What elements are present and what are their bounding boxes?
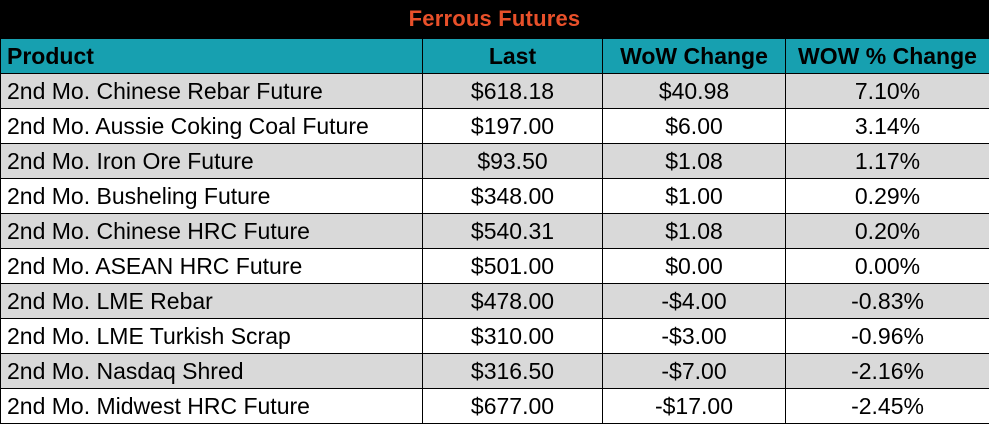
wow-pct-change-cell: 0.29%: [785, 178, 989, 214]
header-wow-pct-change: WOW % Change: [785, 38, 989, 74]
wow-pct-change-cell: 0.00%: [785, 248, 989, 284]
last-cell: $316.50: [422, 353, 603, 389]
title-bar: Ferrous Futures: [0, 0, 989, 38]
table-title: Ferrous Futures: [408, 6, 581, 31]
product-cell: 2nd Mo. Chinese Rebar Future: [0, 73, 423, 109]
header-wow-change: WoW Change: [602, 38, 786, 74]
product-cell: 2nd Mo. Midwest HRC Future: [0, 388, 423, 424]
table-row: 2nd Mo. LME Turkish Scrap $310.00 -$3.00…: [0, 318, 989, 354]
last-cell: $540.31: [422, 213, 603, 249]
last-cell: $197.00: [422, 108, 603, 144]
table-row: 2nd Mo. Chinese HRC Future $540.31 $1.08…: [0, 213, 989, 249]
table-row: 2nd Mo. Busheling Future $348.00 $1.00 0…: [0, 178, 989, 214]
last-cell: $348.00: [422, 178, 603, 214]
last-cell: $478.00: [422, 283, 603, 319]
wow-pct-change-cell: 0.20%: [785, 213, 989, 249]
last-cell: $310.00: [422, 318, 603, 354]
last-cell: $677.00: [422, 388, 603, 424]
table-row: 2nd Mo. Aussie Coking Coal Future $197.0…: [0, 108, 989, 144]
last-cell: $618.18: [422, 73, 603, 109]
header-last: Last: [422, 38, 603, 74]
product-cell: 2nd Mo. ASEAN HRC Future: [0, 248, 423, 284]
table-row: 2nd Mo. LME Rebar $478.00 -$4.00 -0.83%: [0, 283, 989, 319]
wow-pct-change-cell: -0.83%: [785, 283, 989, 319]
product-cell: 2nd Mo. LME Turkish Scrap: [0, 318, 423, 354]
product-cell: 2nd Mo. Nasdaq Shred: [0, 353, 423, 389]
product-cell: 2nd Mo. Iron Ore Future: [0, 143, 423, 179]
table-row: 2nd Mo. Midwest HRC Future $677.00 -$17.…: [0, 388, 989, 424]
wow-pct-change-cell: 3.14%: [785, 108, 989, 144]
wow-change-cell: $0.00: [602, 248, 786, 284]
wow-change-cell: -$3.00: [602, 318, 786, 354]
wow-pct-change-cell: -2.16%: [785, 353, 989, 389]
wow-change-cell: -$17.00: [602, 388, 786, 424]
wow-change-cell: -$4.00: [602, 283, 786, 319]
last-cell: $93.50: [422, 143, 603, 179]
table-row: 2nd Mo. Iron Ore Future $93.50 $1.08 1.1…: [0, 143, 989, 179]
table-row: 2nd Mo. ASEAN HRC Future $501.00 $0.00 0…: [0, 248, 989, 284]
product-cell: 2nd Mo. LME Rebar: [0, 283, 423, 319]
table-row: 2nd Mo. Chinese Rebar Future $618.18 $40…: [0, 73, 989, 109]
wow-pct-change-cell: 1.17%: [785, 143, 989, 179]
table-row: 2nd Mo. Nasdaq Shred $316.50 -$7.00 -2.1…: [0, 353, 989, 389]
wow-change-cell: $1.08: [602, 213, 786, 249]
wow-pct-change-cell: 7.10%: [785, 73, 989, 109]
wow-change-cell: -$7.00: [602, 353, 786, 389]
wow-pct-change-cell: -2.45%: [785, 388, 989, 424]
product-cell: 2nd Mo. Busheling Future: [0, 178, 423, 214]
table-body: 2nd Mo. Chinese Rebar Future $618.18 $40…: [0, 73, 989, 424]
product-cell: 2nd Mo. Aussie Coking Coal Future: [0, 108, 423, 144]
header-product: Product: [0, 38, 423, 74]
wow-change-cell: $1.00: [602, 178, 786, 214]
last-cell: $501.00: [422, 248, 603, 284]
wow-change-cell: $1.08: [602, 143, 786, 179]
header-row: Product Last WoW Change WOW % Change: [0, 38, 989, 74]
wow-pct-change-cell: -0.96%: [785, 318, 989, 354]
product-cell: 2nd Mo. Chinese HRC Future: [0, 213, 423, 249]
wow-change-cell: $40.98: [602, 73, 786, 109]
wow-change-cell: $6.00: [602, 108, 786, 144]
futures-table: Product Last WoW Change WOW % Change 2nd…: [0, 38, 989, 424]
